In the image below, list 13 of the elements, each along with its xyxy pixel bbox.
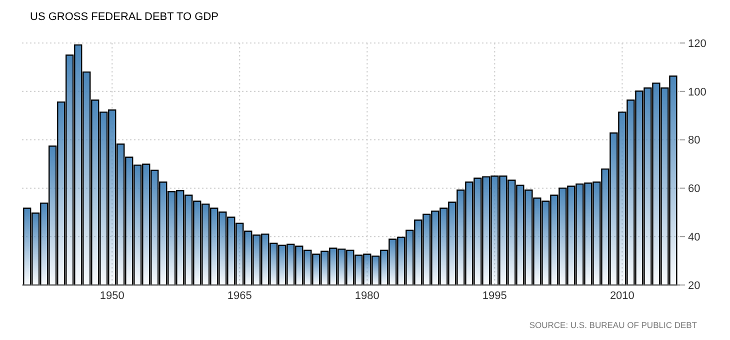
x-tick-label: 1965 <box>227 290 252 302</box>
y-tick-label: 20 <box>688 280 700 292</box>
x-tick-label: 1995 <box>482 290 507 302</box>
y-tick-label: 40 <box>688 231 700 244</box>
x-tick-label: 1980 <box>354 290 380 302</box>
chart-title: US GROSS FEDERAL DEBT TO GDP <box>30 11 218 23</box>
y-tick-label: 60 <box>688 183 700 196</box>
x-tick-label: 1950 <box>100 290 124 302</box>
y-tick-label: 120 <box>688 38 706 50</box>
y-tick-label: 100 <box>688 86 706 98</box>
x-tick-label: 2010 <box>610 290 634 302</box>
y-tick-label: 80 <box>688 134 700 147</box>
source-note: SOURCE: U.S. BUREAU OF PUBLIC DEBT <box>529 320 697 330</box>
